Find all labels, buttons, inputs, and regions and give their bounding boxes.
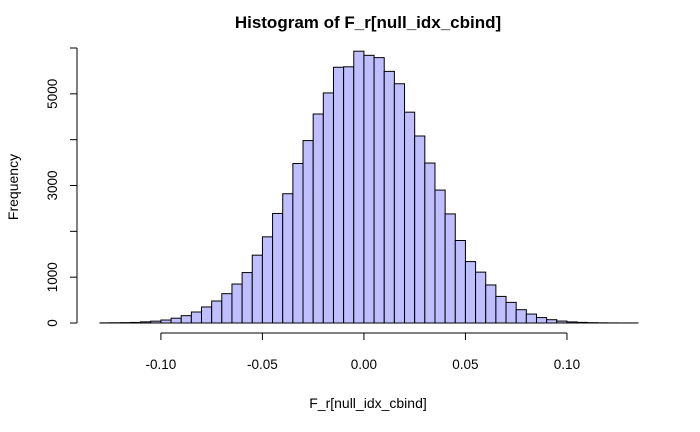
histogram-bar (444, 213, 456, 324)
histogram-bar (322, 92, 334, 324)
histogram-bar (312, 113, 324, 324)
x-tick-label: -0.10 (146, 357, 177, 372)
histogram-bar (576, 321, 588, 324)
histogram-bar (566, 321, 578, 324)
histogram-bar (272, 212, 284, 324)
histogram-bar (454, 240, 466, 324)
histogram-bar (424, 162, 436, 324)
histogram-bar (282, 193, 294, 324)
histogram-bar (180, 315, 192, 324)
histogram-bar (292, 163, 304, 324)
histogram-bar (201, 306, 213, 324)
histogram-bar (160, 319, 172, 324)
y-axis-label: Frequency (5, 154, 21, 220)
histogram-bar (261, 236, 274, 324)
y-tick-label: 5000 (45, 79, 60, 109)
histogram-bar (353, 50, 365, 324)
histogram-bar (302, 140, 314, 324)
histogram-bar (546, 319, 558, 324)
histogram-bar (140, 321, 152, 324)
y-tick-label: 1000 (45, 262, 60, 292)
histogram-bar (414, 135, 426, 324)
histogram-bar (241, 272, 253, 324)
histogram-bar (211, 300, 223, 324)
histogram-bar (485, 284, 497, 324)
x-axis: -0.10 -0.05 0.00 0.05 0.10 (146, 332, 580, 372)
x-tick-label: 0.05 (452, 357, 478, 372)
y-tick-label: 0 (45, 319, 60, 327)
histogram-bar (251, 254, 263, 324)
histogram-bar (404, 111, 416, 324)
histogram-bar (556, 320, 568, 324)
histogram-bar (170, 317, 182, 324)
x-tick-label: -0.05 (247, 357, 278, 372)
histogram-bar (150, 320, 162, 324)
chart-title: Histogram of F_r[null_idx_cbind] (235, 13, 501, 32)
histogram-bar (129, 321, 142, 324)
histogram-bar (343, 66, 355, 324)
histogram-bar (383, 70, 395, 324)
histogram-bar (505, 301, 517, 324)
histogram-bar (332, 66, 345, 324)
histogram-bar (535, 317, 548, 324)
histogram-bar (221, 293, 233, 324)
histogram-bar (495, 295, 507, 324)
histogram-bar (475, 271, 487, 324)
y-tick-label: 3000 (45, 170, 60, 200)
histogram-bars (99, 50, 639, 324)
histogram-bar (363, 54, 375, 324)
histogram-bar (393, 83, 406, 324)
histogram-bar (231, 283, 243, 324)
y-axis: 0 1000 3000 5000 (45, 47, 78, 327)
histogram-bar (464, 261, 477, 324)
x-tick-label: 0.00 (351, 357, 377, 372)
histogram-bar (190, 311, 203, 324)
histogram-bar (515, 309, 527, 324)
histogram-bar (373, 57, 385, 324)
x-axis-label: F_r[null_idx_cbind] (309, 395, 427, 411)
x-tick-label: 0.10 (554, 357, 580, 372)
histogram-bar (525, 313, 537, 324)
histogram-bar (434, 189, 446, 324)
